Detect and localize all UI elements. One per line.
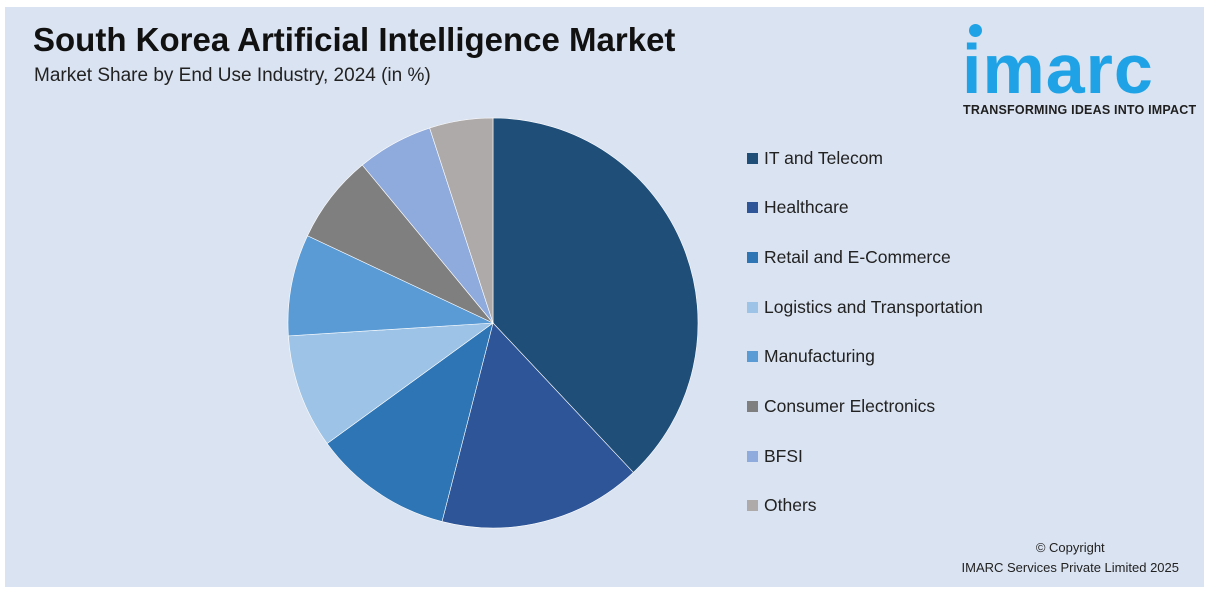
legend-item: Others	[747, 495, 817, 517]
chart-subtitle: Market Share by End Use Industry, 2024 (…	[34, 65, 431, 86]
legend-swatch	[747, 450, 758, 462]
logo-tagline: TRANSFORMING IDEAS INTO IMPACT	[963, 103, 1197, 117]
legend-swatch	[747, 251, 758, 263]
legend-label: Manufacturing	[764, 346, 875, 367]
logo-wordmark: imarc	[962, 30, 1154, 108]
legend-item: Healthcare	[747, 197, 849, 219]
copyright-line-1: © Copyright	[1035, 540, 1105, 555]
legend-swatch	[747, 152, 758, 164]
legend-label: Logistics and Transportation	[764, 296, 983, 317]
legend-label: Others	[764, 495, 817, 516]
legend-swatch	[747, 301, 758, 313]
legend-swatch	[747, 351, 758, 363]
legend-item: BFSI	[747, 445, 803, 467]
legend-swatch	[747, 401, 758, 412]
imarc-logo: imarc TRANSFORMING IDEAS INTO IMPACT	[960, 17, 1197, 129]
legend-item: Consumer Electronics	[747, 396, 935, 418]
legend-label: Healthcare	[764, 197, 849, 218]
legend-item: IT and Telecom	[747, 147, 883, 169]
pie-slice-healthcare	[441, 322, 634, 529]
copyright-notice: © Copyright IMARC Services Private Limit…	[962, 538, 1179, 578]
legend-swatch	[747, 500, 758, 512]
copyright-line-2: IMARC Services Private Limited 2025	[961, 560, 1179, 575]
pie-slice-it-and-telecom	[492, 117, 699, 473]
pie-slice-others	[429, 117, 494, 324]
pie-slice-logistics-and-transportation	[288, 322, 495, 444]
legend-item: Logistics and Transportation	[747, 296, 983, 318]
legend-swatch	[747, 202, 758, 214]
chart-title: South Korea Artificial Intelligence Mark…	[33, 21, 676, 58]
logo-dot-icon	[969, 24, 982, 37]
legend-label: Consumer Electronics	[764, 396, 936, 416]
legend-item: Manufacturing	[747, 346, 875, 368]
legend-label: BFSI	[764, 445, 803, 466]
legend-label: IT and Telecom	[764, 147, 884, 168]
legend-item: Retail and E-Commerce	[747, 246, 951, 268]
pie-slice-manufacturing	[287, 235, 494, 337]
pie-slice-retail-and-e-commerce	[326, 322, 494, 522]
legend-label: Retail and E-Commerce	[764, 246, 951, 267]
